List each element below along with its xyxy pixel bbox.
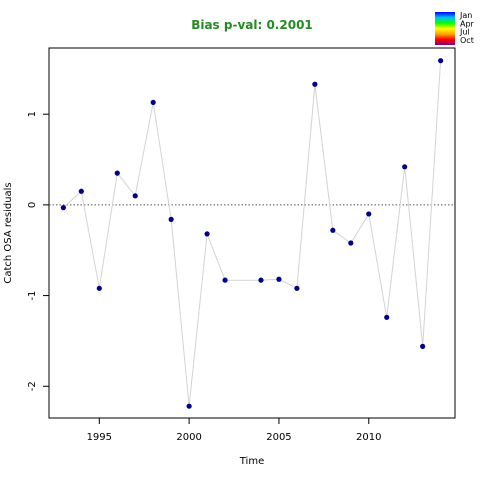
- y-tick-label: 0: [27, 202, 38, 208]
- plot-frame: [48, 47, 456, 419]
- residual-point: [384, 314, 390, 320]
- residual-point: [402, 164, 408, 170]
- y-tick-label: -1: [27, 291, 38, 301]
- residual-point: [420, 343, 426, 349]
- x-axis: 1995 2000 2005 2010: [87, 418, 381, 443]
- residual-point: [78, 188, 84, 194]
- y-tick-label: -2: [27, 381, 38, 391]
- residual-point: [330, 227, 336, 233]
- residual-point: [276, 276, 282, 282]
- residual-point: [438, 58, 444, 64]
- x-axis-label: Time: [239, 456, 264, 467]
- residual-point: [294, 285, 300, 291]
- legend-label: Jan: [459, 11, 472, 20]
- residual-point: [186, 403, 192, 409]
- residual-point: [96, 285, 102, 291]
- residual-point: [150, 99, 156, 106]
- y-axis-label: Catch OSA residuals: [3, 182, 14, 283]
- residual-point: [258, 277, 264, 283]
- residual-point: [114, 170, 120, 176]
- x-tick-label: 2010: [356, 432, 381, 443]
- legend-color-gradient: [435, 12, 455, 45]
- residual-point: [204, 231, 210, 237]
- y-tick-label: 1: [27, 111, 38, 117]
- legend-label: Oct: [460, 36, 474, 45]
- x-tick-label: 2005: [266, 432, 291, 443]
- residual-point: [312, 81, 318, 87]
- residual-point: [60, 205, 66, 211]
- residual-point: [132, 193, 138, 199]
- residual-point: [366, 211, 372, 217]
- series-layer: [60, 58, 444, 409]
- legend-label: Apr: [460, 19, 475, 28]
- residual-point: [348, 240, 354, 246]
- residual-point: [222, 277, 228, 283]
- x-tick-label: 2000: [176, 432, 201, 443]
- chart-title: Bias p-val: 0.2001: [191, 18, 313, 32]
- legend-label: Jul: [459, 28, 470, 37]
- residual-point: [168, 216, 174, 222]
- residual-series-line: [63, 60, 442, 407]
- y-axis: -2 -1 0 1: [27, 111, 49, 391]
- x-tick-label: 1995: [87, 432, 112, 443]
